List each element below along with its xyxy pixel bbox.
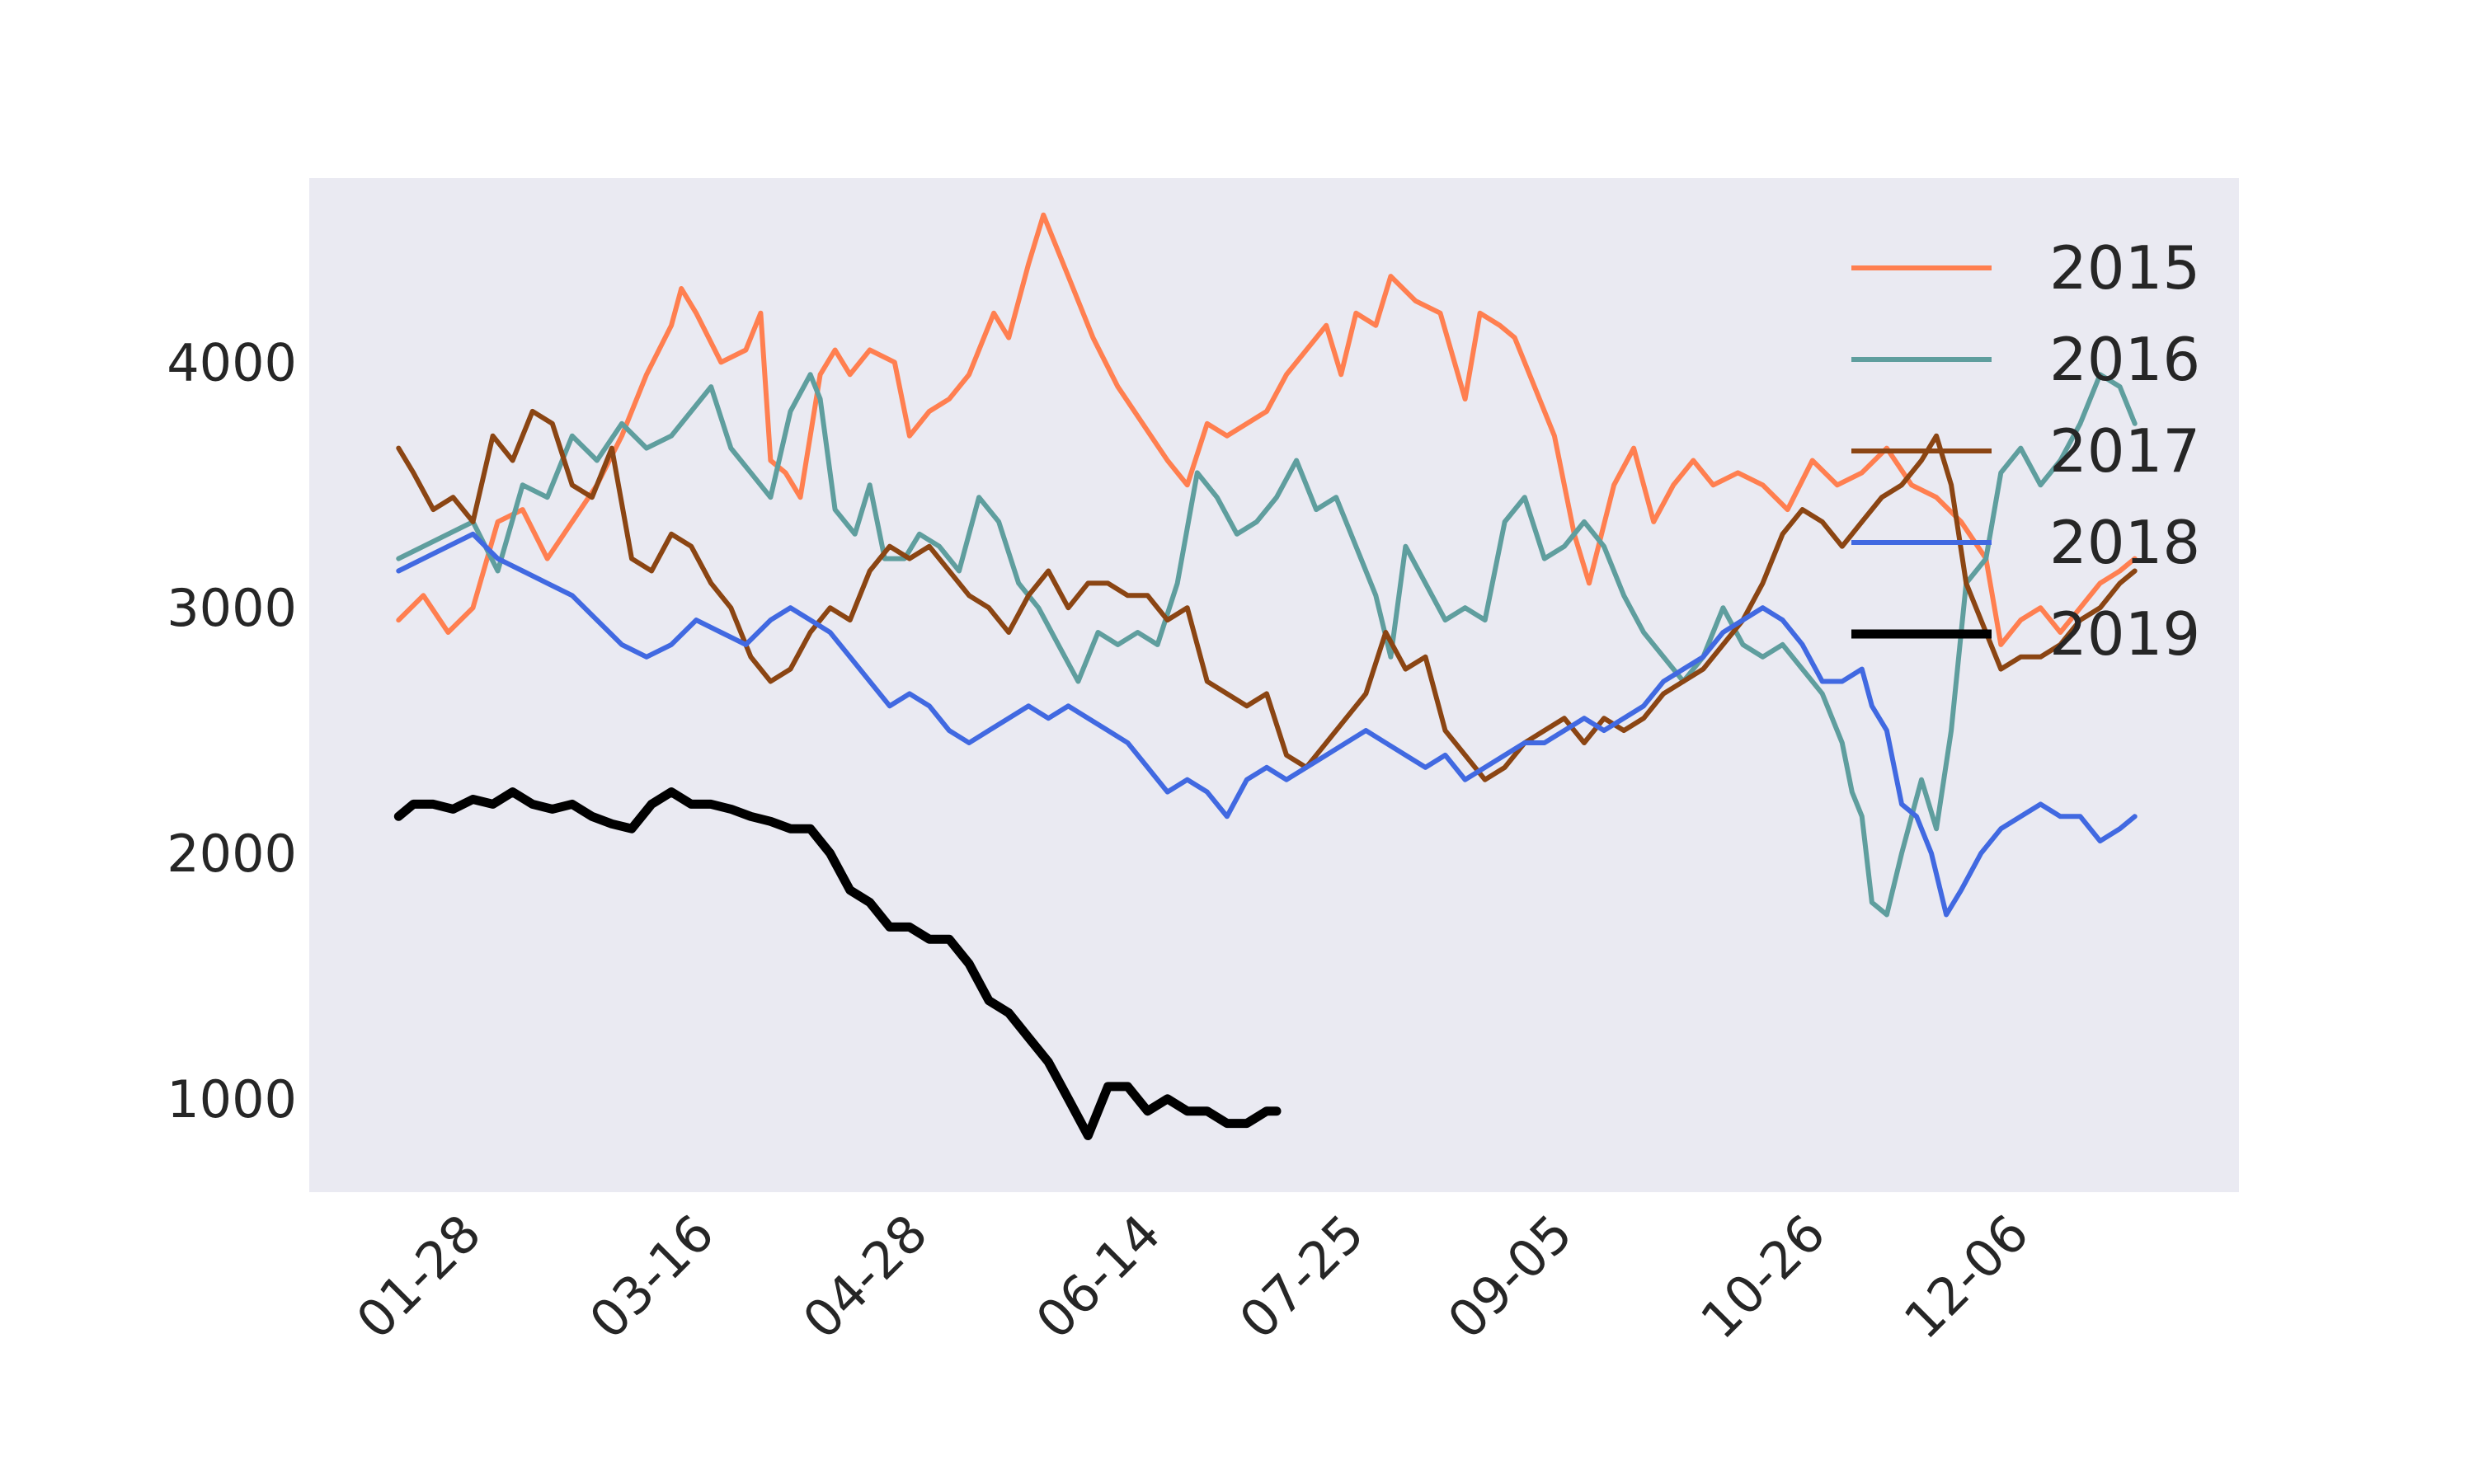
y-tick-labels: 1000 2000 3000 4000	[167, 332, 297, 1129]
x-tick-label: 10-26	[1689, 1203, 1837, 1350]
series-line-2018	[396, 531, 2138, 918]
legend-label-2018: 2018	[2049, 508, 2200, 577]
legend-label-2019: 2019	[2049, 599, 2200, 669]
y-tick-label: 4000	[167, 332, 297, 392]
series-line-2016	[396, 372, 2138, 918]
legend-label-2017: 2017	[2049, 416, 2200, 486]
series-line-2015	[396, 212, 2138, 647]
x-tick-label: 07-25	[1228, 1203, 1376, 1350]
x-tick-label: 12-06	[1893, 1203, 2040, 1350]
x-tick-label: 09-05	[1436, 1203, 1583, 1350]
legend-label-2015: 2015	[2049, 233, 2200, 303]
series-line-2019	[393, 787, 1282, 1140]
legend-label-2016: 2016	[2049, 325, 2200, 394]
x-tick-labels: 01-28 03-16 04-28 06-14 07-25 09-05 10-26 12-06	[345, 1203, 2040, 1350]
y-tick-label: 2000	[167, 824, 297, 884]
legend: 2015 2016 2017 2018 2019	[1851, 233, 2200, 669]
x-tick-label: 04-28	[791, 1203, 938, 1350]
x-tick-label: 03-16	[578, 1203, 726, 1350]
x-tick-label: 06-14	[1024, 1203, 1172, 1350]
plot-background	[309, 178, 2239, 1192]
series-layer	[393, 212, 2138, 1140]
series-line-2017	[396, 408, 2138, 782]
y-tick-label: 3000	[167, 578, 297, 638]
y-tick-label: 1000	[167, 1069, 297, 1129]
x-tick-label: 01-28	[345, 1203, 492, 1350]
